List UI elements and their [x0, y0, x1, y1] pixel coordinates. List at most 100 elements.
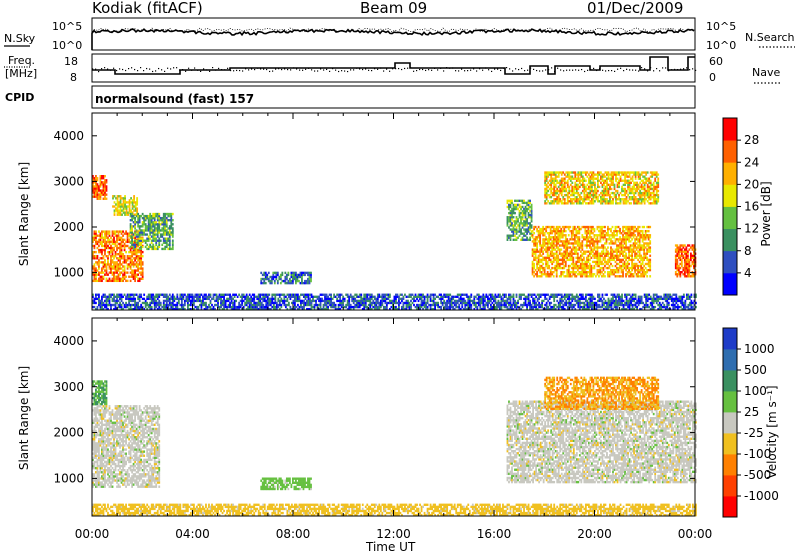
power-cell [623, 266, 626, 270]
power-cell [233, 295, 236, 298]
nave-point [314, 70, 316, 72]
power-cell [132, 299, 135, 303]
power-cell [111, 246, 114, 250]
power-cell [99, 197, 102, 200]
power-cell [101, 230, 103, 233]
power-cell [114, 305, 117, 309]
power-cell [617, 240, 620, 243]
power-cell [620, 244, 623, 247]
power-cell [395, 295, 397, 298]
power-cell [116, 207, 119, 210]
power-cell [456, 305, 459, 309]
power-cell [521, 209, 524, 213]
power-cell [282, 279, 285, 283]
power-cell [125, 303, 127, 307]
power-cell [278, 301, 281, 305]
power-cell [135, 301, 138, 305]
power-cell [134, 299, 137, 303]
power-cell [168, 229, 171, 232]
power-cell [604, 236, 606, 239]
power-cell [367, 293, 370, 296]
power-cell [120, 257, 123, 260]
power-cell [524, 220, 527, 223]
power-cell [373, 303, 376, 307]
power-cell [95, 240, 97, 244]
power-cell [156, 231, 159, 234]
power-cell [119, 261, 121, 264]
power-cell [560, 258, 563, 262]
power-cell [428, 303, 430, 307]
power-cell [588, 252, 591, 255]
power-cell [401, 305, 403, 309]
power-cell [116, 195, 119, 198]
power-cell [304, 301, 307, 305]
power-cell [599, 236, 602, 239]
power-cell [398, 307, 400, 311]
power-cell [520, 220, 522, 223]
power-cell [524, 238, 527, 241]
power-cell [104, 242, 106, 246]
power-cell [116, 299, 118, 303]
power-cell [287, 293, 290, 296]
power-cell [123, 303, 126, 307]
power-cell [482, 299, 485, 303]
power-cell [110, 257, 112, 260]
power-cell [131, 227, 134, 230]
nave-point [296, 68, 298, 70]
power-cell [506, 238, 509, 241]
nave-point [464, 70, 466, 72]
power-cell [193, 303, 195, 307]
power-cell [613, 295, 616, 298]
power-cell [601, 246, 603, 249]
power-cell [401, 297, 403, 301]
power-cell [579, 250, 582, 253]
power-cell [654, 305, 657, 309]
power-cell [171, 247, 174, 251]
power-cell [515, 199, 518, 202]
power-cell [569, 246, 572, 249]
power-cell [593, 297, 596, 301]
power-cell [134, 297, 137, 301]
power-cell [334, 305, 337, 309]
power-cell [105, 299, 108, 303]
power-cell [384, 307, 387, 311]
power-cell [620, 266, 623, 270]
power-cell [527, 303, 530, 307]
power-cell [180, 293, 183, 296]
power-cell [298, 279, 300, 283]
power-cell [241, 301, 244, 305]
power-cell [578, 238, 581, 241]
power-cell [411, 301, 414, 305]
power-cell [93, 179, 96, 182]
power-cell [189, 293, 192, 296]
power-cell [639, 307, 642, 311]
power-cell [257, 307, 260, 311]
power-cell [623, 236, 626, 239]
power-cell [631, 307, 634, 311]
power-cell [132, 233, 135, 236]
power-cell [99, 175, 102, 178]
power-cell [508, 207, 510, 211]
power-cell [561, 234, 564, 237]
power-cell [113, 265, 115, 268]
power-cell [569, 242, 572, 245]
nave-point [110, 69, 112, 71]
power-cell [601, 236, 603, 239]
power-cell [141, 240, 144, 244]
power-cell [598, 303, 601, 307]
power-cell [587, 301, 590, 305]
power-cell [581, 262, 584, 266]
nave-point [683, 68, 685, 70]
power-cell [515, 295, 518, 298]
power-cell [626, 232, 629, 235]
power-cell [92, 273, 94, 276]
power-cell [186, 307, 189, 311]
power-cell [416, 305, 418, 309]
power-cell [104, 185, 106, 188]
nave-point [398, 67, 400, 70]
power-cell [93, 181, 96, 184]
power-cell [107, 279, 109, 283]
power-cell [173, 297, 176, 301]
power-cell [277, 297, 280, 301]
power-cell [611, 240, 614, 243]
